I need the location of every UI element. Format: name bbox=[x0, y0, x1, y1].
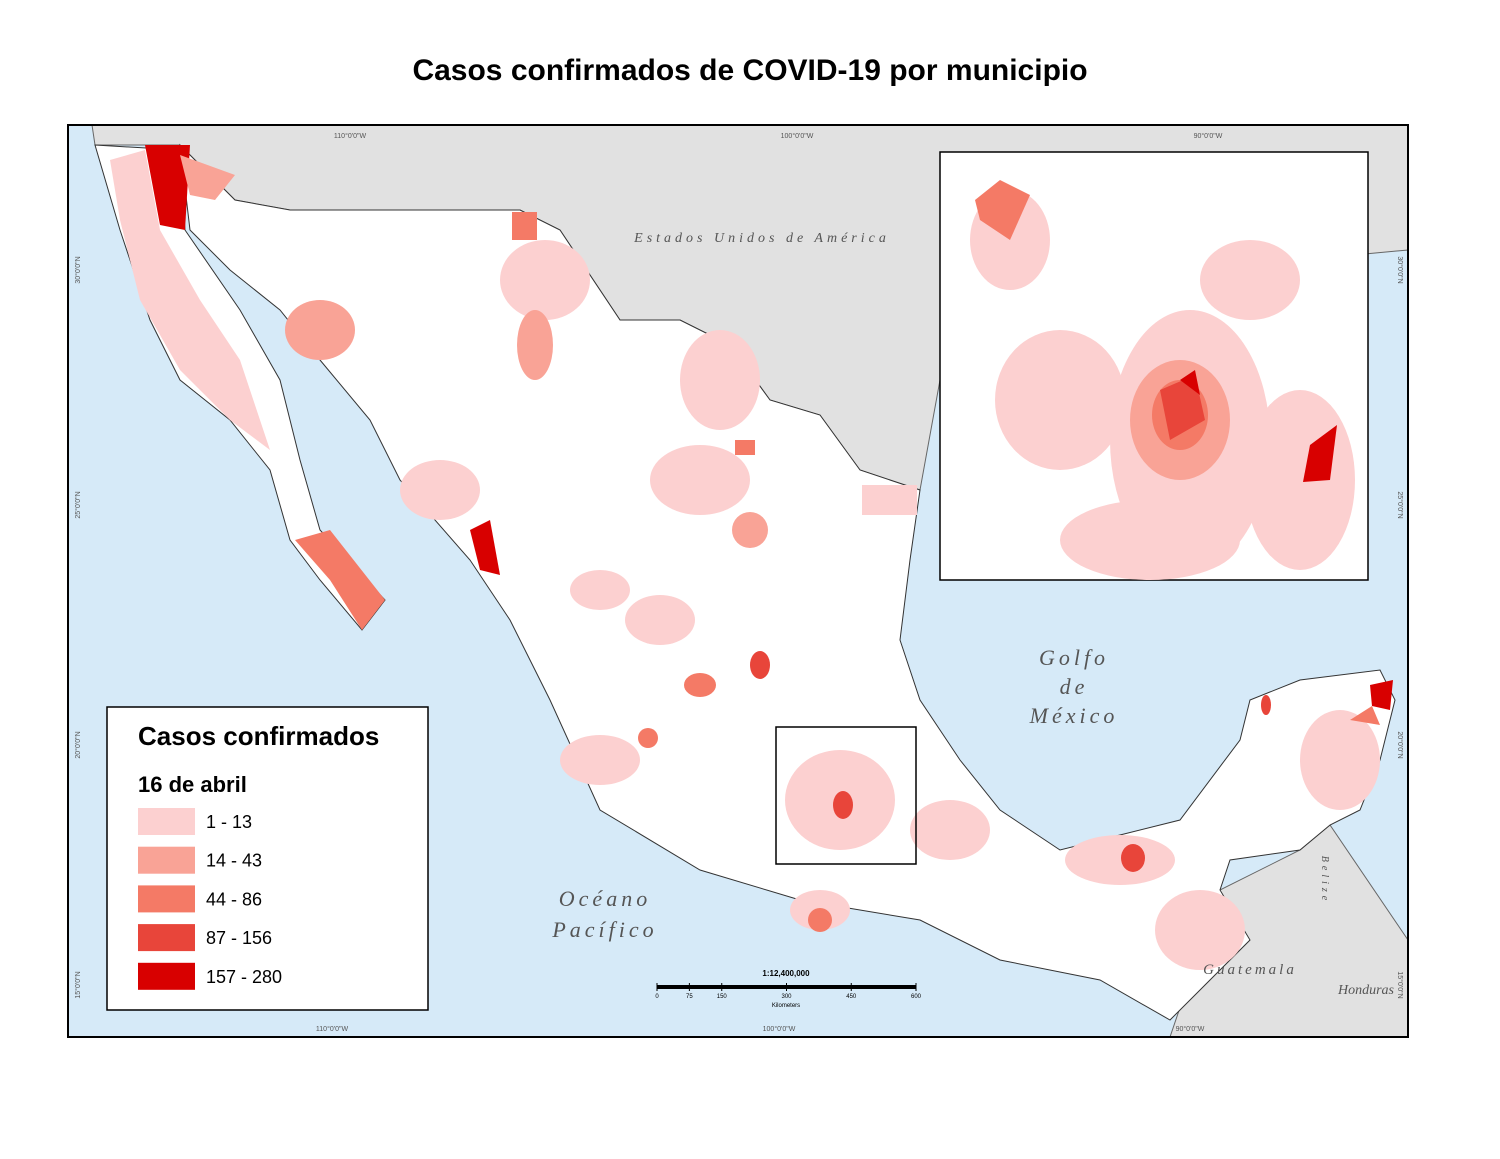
municipality bbox=[1200, 240, 1300, 320]
scale-tick-label: 75 bbox=[686, 994, 693, 1000]
municipality bbox=[110, 150, 270, 450]
legend-swatch bbox=[138, 924, 195, 952]
legend: Casos confirmados 16 de abril 1 - 13 14 -… bbox=[106, 706, 429, 1011]
municipality bbox=[995, 330, 1125, 470]
graticule-label: 25°0'0"N bbox=[1396, 491, 1404, 518]
scale-tick-label: 600 bbox=[911, 994, 922, 1000]
municipality bbox=[1245, 390, 1355, 570]
municipality bbox=[735, 440, 755, 455]
municipality bbox=[145, 145, 190, 230]
legend-label: 1 - 13 bbox=[206, 812, 252, 832]
graticule-label: 20°0'0"N bbox=[74, 731, 82, 758]
municipality bbox=[560, 735, 640, 785]
place-label: Honduras bbox=[1337, 983, 1395, 998]
graticule-label: 15°0'0"N bbox=[1396, 971, 1404, 998]
place-label: Estados Unidos de América bbox=[633, 231, 890, 246]
municipality bbox=[1350, 706, 1380, 725]
municipality bbox=[180, 155, 235, 200]
scale-tick-label: 0 bbox=[655, 994, 659, 1000]
place-label: Pacífico bbox=[551, 917, 657, 942]
scale-ratio: 1:12,400,000 bbox=[762, 969, 810, 978]
graticule-label: 100°0'0"W bbox=[763, 1025, 796, 1033]
municipality bbox=[400, 460, 480, 520]
municipality bbox=[500, 240, 590, 320]
municipality bbox=[1060, 500, 1240, 580]
municipality bbox=[517, 310, 553, 380]
municipality bbox=[638, 728, 658, 748]
graticule-label: 90°0'0"W bbox=[1176, 1025, 1205, 1033]
municipality bbox=[570, 570, 630, 610]
municipalities bbox=[110, 145, 1393, 970]
scale-unit: Kilometers bbox=[772, 1003, 800, 1009]
municipality bbox=[732, 512, 768, 548]
map-frame bbox=[67, 124, 1409, 1038]
graticule-label: 25°0'0"N bbox=[74, 491, 82, 518]
scale-bar: 1:12,400,000 Kilometers 0 75 150 300 450 600 bbox=[655, 969, 921, 1009]
graticule-label: 90°0'0"W bbox=[1194, 132, 1223, 140]
municipality bbox=[1155, 890, 1245, 970]
graticule-label: 100°0'0"W bbox=[781, 132, 814, 140]
scale-tick-label: 300 bbox=[781, 994, 792, 1000]
municipality bbox=[1180, 370, 1200, 395]
graticule-label: 110°0'0"W bbox=[316, 1025, 349, 1033]
municipality bbox=[1370, 680, 1393, 710]
municipality bbox=[1121, 844, 1145, 872]
inset-extent bbox=[775, 726, 917, 865]
municipality bbox=[1303, 425, 1337, 482]
municipality bbox=[750, 651, 770, 679]
graticule-label: 30°0'0"N bbox=[74, 256, 82, 283]
municipality bbox=[862, 485, 917, 515]
graticule-label: 30°0'0"N bbox=[1396, 256, 1404, 283]
municipality bbox=[625, 595, 695, 645]
graticule-label: 15°0'0"N bbox=[74, 971, 82, 998]
municipality bbox=[1261, 695, 1271, 715]
legend-label: 87 - 156 bbox=[206, 928, 272, 948]
municipality bbox=[512, 212, 537, 240]
municipality bbox=[470, 520, 500, 575]
municipality bbox=[808, 908, 832, 932]
legend-swatch bbox=[138, 808, 195, 835]
municipality bbox=[1065, 835, 1175, 885]
legend-label: 157 - 280 bbox=[206, 967, 282, 987]
legend-subtitle: 16 de abril bbox=[138, 772, 247, 797]
place-label: Golfo bbox=[1039, 645, 1109, 670]
municipality bbox=[833, 791, 853, 819]
place-label: de bbox=[1060, 674, 1089, 699]
place-label: México bbox=[1029, 703, 1119, 728]
legend-swatch bbox=[138, 885, 195, 913]
municipality bbox=[684, 673, 716, 697]
legend-swatch bbox=[138, 846, 195, 874]
place-label: Guatemala bbox=[1203, 962, 1297, 978]
scale-tick-label: 450 bbox=[846, 994, 857, 1000]
map-title: Casos confirmados de COVID-19 por munici… bbox=[412, 54, 1087, 87]
municipality bbox=[650, 445, 750, 515]
municipality bbox=[680, 330, 760, 430]
place-label: Océano bbox=[559, 886, 651, 911]
municipality bbox=[1160, 375, 1205, 440]
municipality bbox=[285, 300, 355, 360]
place-label: Belize bbox=[1319, 856, 1330, 904]
scale-tick-label: 150 bbox=[717, 994, 728, 1000]
municipality bbox=[975, 180, 1030, 240]
graticule-label: 20°0'0"N bbox=[1396, 731, 1404, 758]
municipality bbox=[1300, 710, 1380, 810]
inset-map bbox=[939, 151, 1369, 581]
legend-swatch bbox=[138, 962, 195, 990]
legend-label: 14 - 43 bbox=[206, 851, 262, 871]
municipality bbox=[910, 800, 990, 860]
graticule-label: 110°0'0"W bbox=[334, 132, 367, 140]
municipality bbox=[295, 530, 385, 630]
legend-title: Casos confirmados bbox=[138, 721, 379, 751]
legend-label: 44 - 86 bbox=[206, 889, 262, 909]
